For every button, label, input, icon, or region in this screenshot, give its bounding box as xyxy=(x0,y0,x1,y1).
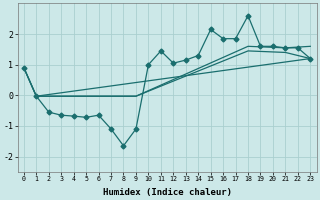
X-axis label: Humidex (Indice chaleur): Humidex (Indice chaleur) xyxy=(103,188,232,197)
